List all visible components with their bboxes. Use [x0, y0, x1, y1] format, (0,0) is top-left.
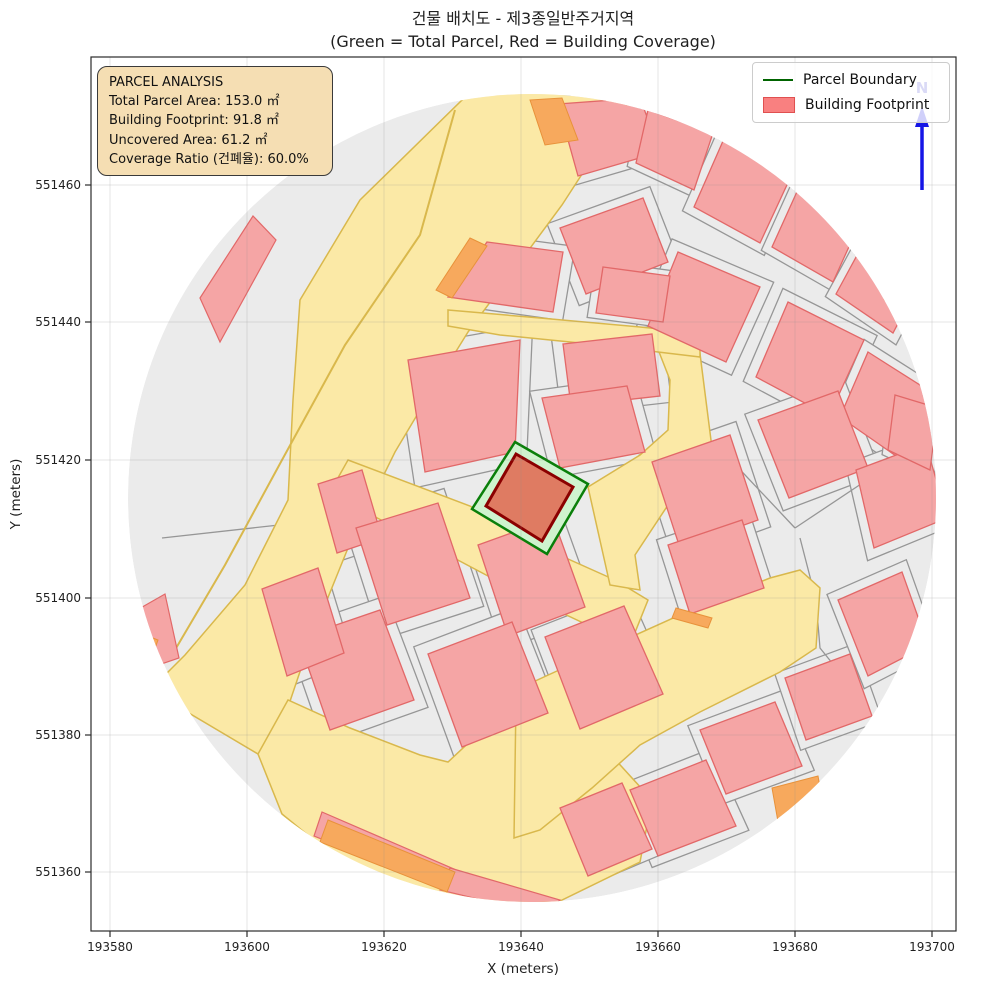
legend-line-swatch — [763, 79, 793, 81]
building — [667, 519, 765, 615]
parcel-boundary-line — [161, 523, 289, 539]
y-axis-label: Y (meters) — [8, 459, 24, 531]
y-tick-label: 551460 — [35, 178, 81, 192]
building — [887, 394, 936, 471]
building — [651, 434, 759, 549]
legend-patch-swatch — [763, 97, 795, 113]
y-tick-label: 551360 — [35, 865, 81, 879]
figure-title: 건물 배치도 - 제3종일반주거지역 — [412, 9, 635, 28]
y-tick-label: 551420 — [35, 453, 81, 467]
analysis-line: Building Footprint: 91.8 ㎡ — [109, 113, 280, 129]
analysis-line: Coverage Ratio (건폐율): 60.0% — [109, 151, 309, 167]
building — [629, 759, 737, 857]
building — [559, 782, 653, 877]
road-center-line — [171, 109, 456, 656]
road — [587, 333, 713, 591]
legend-label: Building Footprint — [805, 97, 930, 113]
legend-item-building-footprint: Building Footprint — [763, 97, 939, 113]
map-area — [128, 94, 936, 902]
orange-parcel — [671, 607, 713, 629]
orange-parcel — [319, 819, 456, 893]
x-tick-label: 193640 — [498, 940, 544, 954]
building — [427, 621, 549, 748]
building — [595, 266, 671, 323]
y-tick-label: 551440 — [35, 315, 81, 329]
y-tick-label: 551380 — [35, 728, 81, 742]
legend: Parcel Boundary Building Footprint — [752, 62, 950, 123]
road — [513, 569, 821, 840]
building-footprint — [483, 451, 576, 544]
analysis-line: Uncovered Area: 61.2 ㎡ — [109, 132, 268, 148]
plot-border — [90, 56, 957, 932]
x-tick-label: 193660 — [635, 940, 681, 954]
building — [562, 333, 661, 407]
x-tick-label: 193580 — [87, 940, 133, 954]
building — [261, 567, 345, 677]
analysis-line: Total Parcel Area: 153.0 ㎡ — [109, 94, 280, 110]
grid-lines — [91, 57, 956, 931]
building — [559, 197, 669, 295]
parcel-analysis-box: PARCEL ANALYSIS Total Parcel Area: 153.0… — [97, 66, 333, 177]
x-tick-label: 193620 — [361, 940, 407, 954]
road — [883, 281, 936, 306]
legend-label: Parcel Boundary — [803, 72, 917, 88]
legend-item-parcel-boundary: Parcel Boundary — [763, 72, 939, 88]
building — [355, 502, 471, 626]
orange-parcel — [529, 97, 579, 146]
figure-subtitle: (Green = Total Parcel, Red = Building Co… — [330, 32, 716, 51]
x-tick-label: 193600 — [224, 940, 270, 954]
building — [544, 605, 664, 730]
x-axis-label: X (meters) — [487, 961, 559, 977]
building — [199, 215, 277, 344]
orange-parcel — [435, 237, 488, 299]
building — [407, 339, 521, 473]
building — [541, 385, 646, 469]
building — [784, 653, 873, 741]
y-tick-label: 551400 — [35, 591, 81, 605]
x-tick-label: 193700 — [909, 940, 955, 954]
analysis-title: PARCEL ANALYSIS — [109, 75, 224, 90]
axis-ticks: 193580 193600 193620 193640 193660 193680 1937… — [35, 178, 955, 954]
building — [699, 701, 803, 795]
x-tick-label: 193680 — [772, 940, 818, 954]
